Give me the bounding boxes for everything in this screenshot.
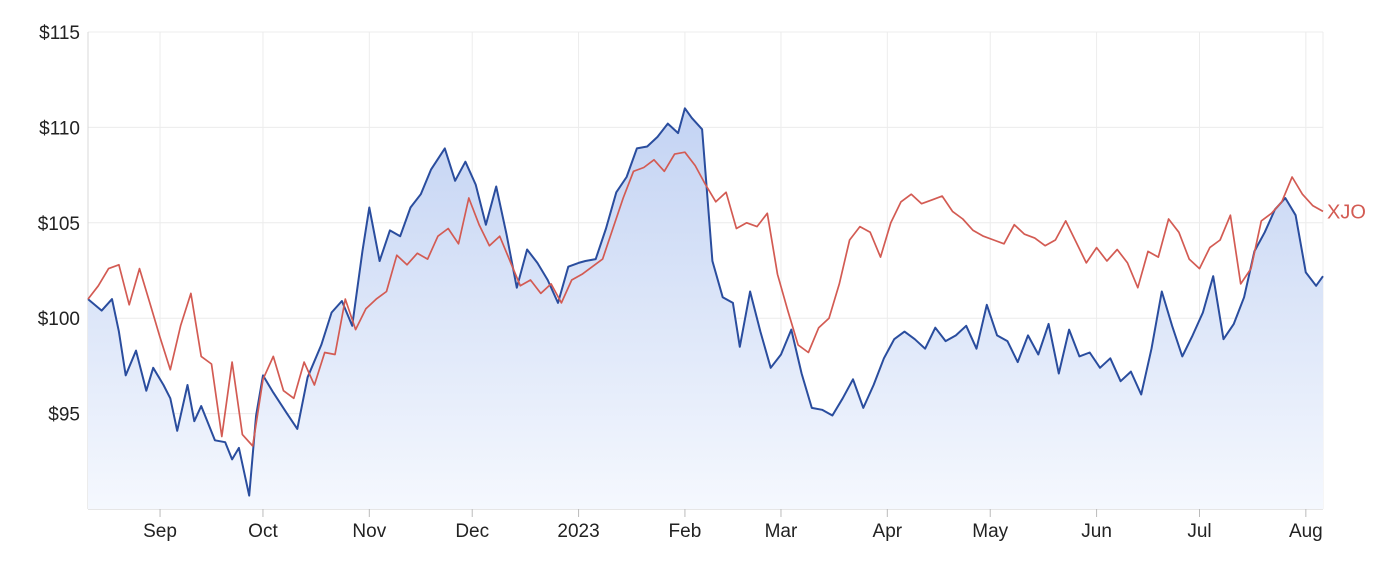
xjo-index-line [87, 151, 1324, 447]
x-tick-label: Oct [248, 521, 278, 542]
xjo-series-label: XJO [1327, 201, 1366, 223]
x-tick-label: Dec [455, 521, 489, 542]
y-tick-label: $95 [48, 405, 80, 426]
x-tick-label: Feb [669, 521, 702, 542]
y-tick-label: $115 [39, 23, 80, 44]
x-tick-label: Aug [1289, 521, 1323, 542]
x-tick-label: May [972, 521, 1008, 542]
x-axis: Sep Oct Nov Dec 2023 Feb Mar Apr May Jun Jul Aug [143, 509, 1323, 542]
x-tick-label: Jul [1187, 521, 1211, 542]
plot-area [87, 107, 1324, 510]
x-tick-label: Nov [352, 521, 386, 542]
stock-price-line [87, 107, 1324, 497]
x-tick-label: 2023 [557, 521, 599, 542]
x-tick-label: Apr [873, 521, 903, 542]
y-tick-label: $100 [38, 309, 80, 330]
stock-area-fill [88, 108, 1323, 510]
y-tick-label: $110 [39, 118, 80, 139]
x-tick-label: Jun [1081, 521, 1112, 542]
y-axis: $95 $100 $105 $110 $115 [38, 23, 80, 426]
x-tick-label: Sep [143, 521, 177, 542]
y-tick-label: $105 [38, 214, 80, 235]
x-tick-label: Mar [765, 521, 798, 542]
